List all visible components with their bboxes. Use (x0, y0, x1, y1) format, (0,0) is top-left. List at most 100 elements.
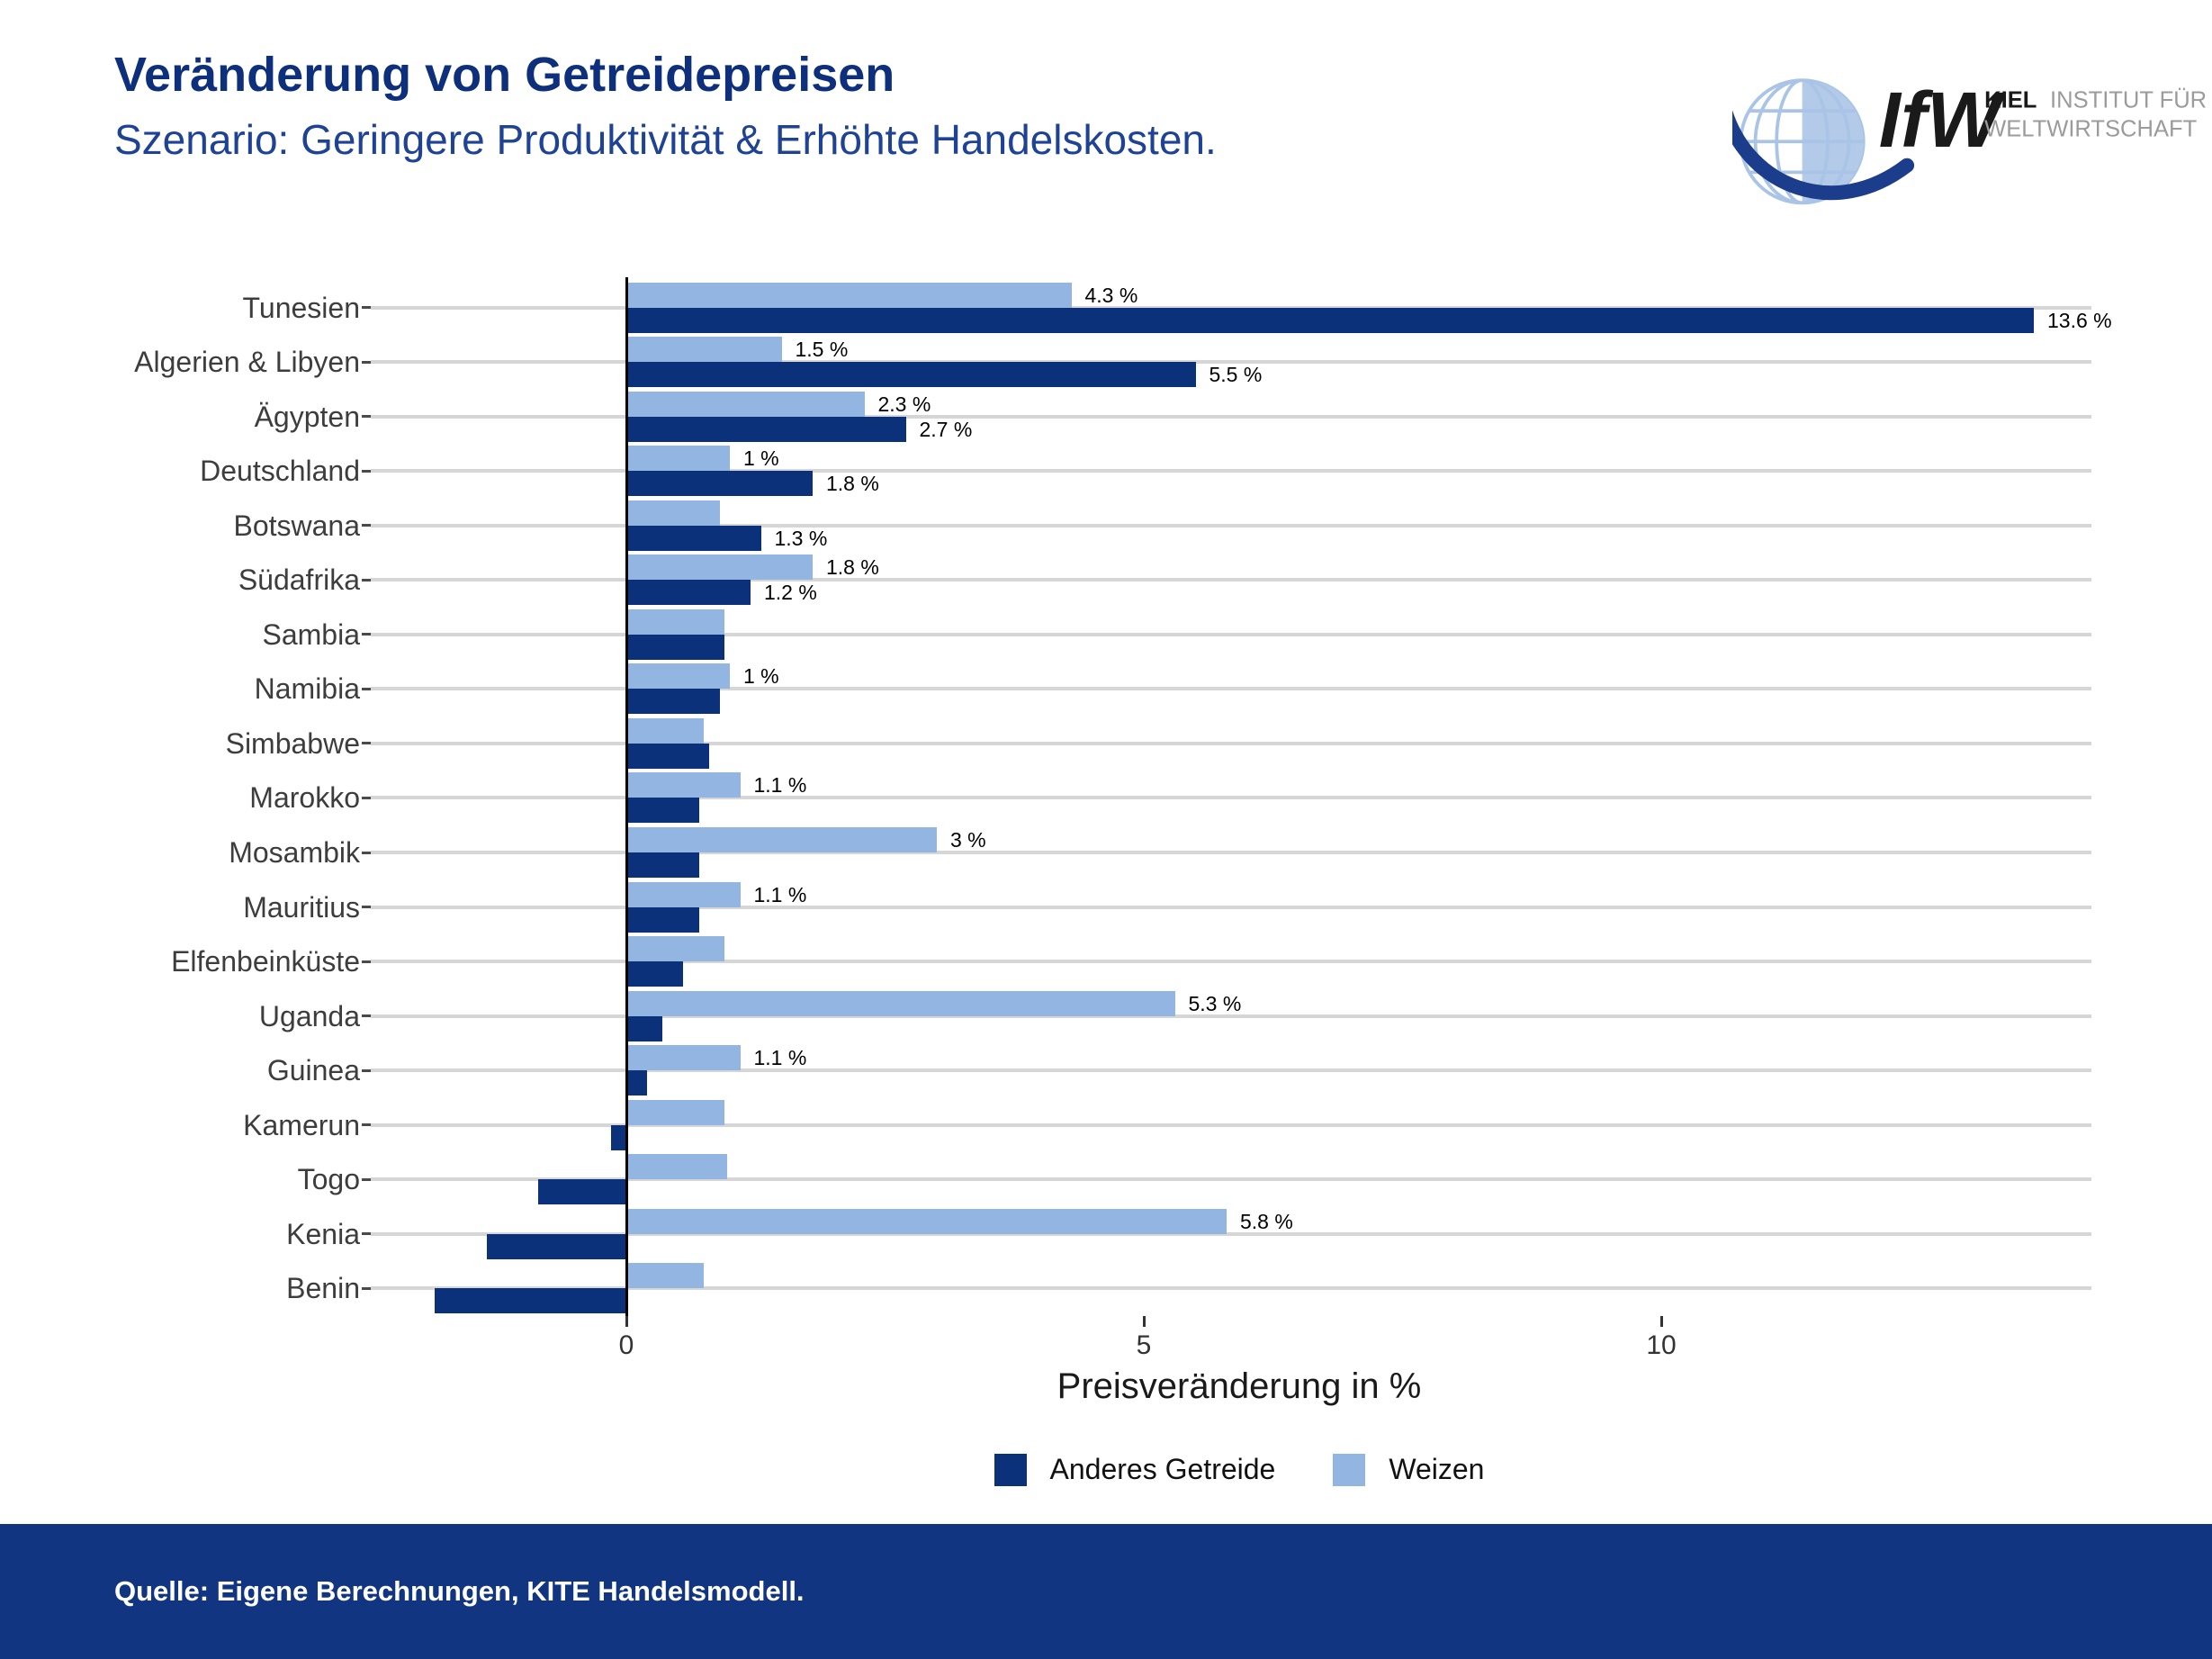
bar-value-label: 1.1 % (753, 1046, 807, 1070)
logo-weltwirtschaft-text: WELTWIRTSCHAFT (1984, 117, 2197, 142)
category-gridline (371, 469, 2091, 473)
bar-weizen (626, 990, 1175, 1016)
ifw-kiel-logo: IfW KIEL INSTITUT FÜR WELTWIRTSCHAFT (1732, 77, 2207, 205)
category-label: Namibia (254, 672, 360, 706)
category-label: Elfenbeinküste (171, 945, 360, 978)
category-tick (362, 1177, 371, 1181)
bar-anderes-getreide (626, 416, 906, 442)
category-tick (362, 851, 371, 854)
bar-anderes-getreide (626, 798, 699, 824)
category-gridline (371, 523, 2091, 527)
category-tick (362, 796, 371, 799)
chart-legend: Anderes Getreide Weizen (387, 1453, 2091, 1486)
bar-value-label: 5.8 % (1240, 1209, 1293, 1233)
category-label: Tunesien (242, 291, 360, 324)
logo-kiel-text: KIEL (1984, 87, 2037, 113)
bar-value-label: 1.3 % (774, 526, 828, 550)
bar-value-label: 13.6 % (2047, 308, 2112, 332)
category-label: Mosambik (229, 836, 360, 869)
x-axis-tick-label: 10 (1646, 1330, 1677, 1360)
category-label: Deutschland (200, 455, 360, 488)
logo-ifw-text: IfW (1879, 77, 2007, 164)
category-label: Mauritius (243, 890, 360, 924)
category-label: Botswana (233, 509, 360, 542)
bar-anderes-getreide (626, 743, 709, 769)
bar-value-label: 5.3 % (1188, 991, 1242, 1015)
bar-weizen (626, 1263, 705, 1289)
category-tick (362, 1232, 371, 1236)
category-gridline (371, 1068, 2091, 1073)
category-tick (362, 687, 371, 690)
category-gridline (371, 851, 2091, 854)
legend-item-weizen: Weizen (1333, 1453, 1484, 1486)
bar-value-label: 4.3 % (1084, 283, 1138, 307)
legend-swatch-weizen (1333, 1453, 1366, 1486)
bar-anderes-getreide (626, 1070, 647, 1096)
legend-label-weizen: Weizen (1389, 1453, 1485, 1485)
bar-weizen (626, 282, 1072, 308)
svg-text:KIEL INSTITUT FÜR: KIEL INSTITUT FÜR (1984, 87, 2207, 113)
bar-weizen (626, 1099, 725, 1125)
category-gridline (371, 796, 2091, 800)
source-text: Quelle: Eigene Berechnungen, KITE Handel… (114, 1575, 805, 1607)
category-tick (362, 524, 371, 527)
bar-anderes-getreide (626, 961, 684, 987)
category-gridline (371, 1123, 2091, 1127)
bar-anderes-getreide (626, 525, 761, 551)
bar-anderes-getreide (626, 689, 720, 715)
category-label: Marokko (249, 781, 360, 815)
bar-anderes-getreide (626, 634, 725, 660)
category-tick (362, 415, 371, 419)
bar-anderes-getreide (626, 307, 2034, 333)
category-label: Togo (297, 1163, 360, 1196)
bar-weizen (626, 936, 725, 962)
legend-label-anderes-getreide: Anderes Getreide (1049, 1453, 1276, 1485)
category-label: Simbabwe (225, 726, 360, 760)
category-tick (362, 633, 371, 636)
page-subtitle: Szenario: Geringere Produktivität & Erhö… (114, 116, 1217, 163)
swoosh-icon (1732, 110, 1915, 201)
footer-band: Quelle: Eigene Berechnungen, KITE Handel… (0, 1524, 2212, 1659)
bar-value-label: 3 % (950, 828, 986, 852)
category-gridline (371, 578, 2091, 582)
bar-anderes-getreide (626, 471, 813, 497)
category-label: Uganda (258, 999, 360, 1032)
category-label: Ägypten (254, 400, 360, 433)
bar-anderes-getreide (435, 1288, 626, 1314)
bar-anderes-getreide (626, 580, 751, 606)
category-tick (362, 1286, 371, 1290)
bar-weizen (626, 337, 782, 363)
category-gridline (371, 1231, 2091, 1236)
bar-weizen (626, 881, 741, 907)
category-gridline (371, 1177, 2091, 1182)
bar-value-label: 1.1 % (753, 882, 807, 906)
category-tick (362, 1014, 371, 1018)
category-gridline (371, 905, 2091, 909)
bar-anderes-getreide (610, 1124, 626, 1150)
bar-value-label: 2.7 % (919, 417, 973, 441)
bar-weizen (626, 391, 865, 417)
bar-value-label: 5.5 % (1209, 363, 1263, 387)
category-label: Kenia (286, 1217, 360, 1250)
bar-anderes-getreide (626, 362, 1196, 388)
bar-value-label: 1.2 % (764, 581, 817, 605)
x-axis-tick (1660, 1316, 1663, 1327)
legend-item-anderes-getreide: Anderes Getreide (994, 1453, 1276, 1486)
bar-weizen (626, 1208, 1227, 1234)
category-gridline (371, 632, 2091, 636)
x-axis-tick-label: 5 (1136, 1330, 1152, 1360)
x-axis-title: Preisveränderung in % (1057, 1366, 1422, 1406)
bar-weizen (626, 717, 705, 744)
category-tick (362, 906, 371, 909)
bar-weizen (626, 609, 725, 635)
bar-weizen (626, 446, 730, 472)
category-gridline (371, 687, 2091, 691)
bar-weizen (626, 827, 937, 852)
bar-anderes-getreide (538, 1179, 626, 1205)
bar-weizen (626, 1154, 727, 1180)
category-tick (362, 306, 371, 309)
x-axis-tick (1143, 1316, 1146, 1327)
bar-weizen (626, 500, 720, 526)
category-gridline (371, 1286, 2091, 1291)
